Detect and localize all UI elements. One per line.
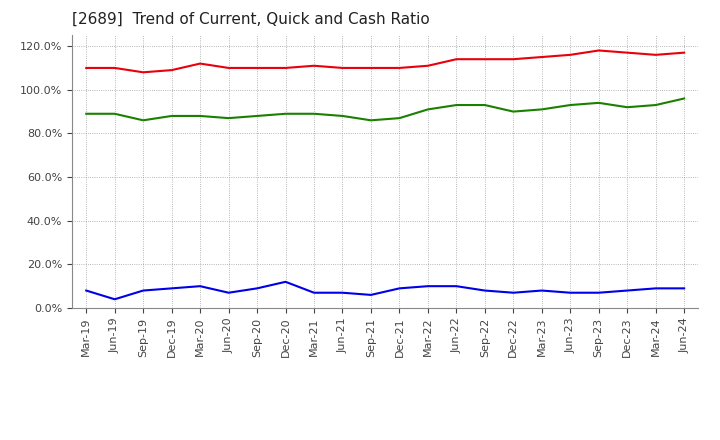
Current Ratio — [139, 70, 148, 75]
Quick Ratio — [680, 96, 688, 101]
Quick Ratio — [282, 111, 290, 117]
Cash Ratio — [480, 288, 489, 293]
Cash Ratio — [509, 290, 518, 295]
Current Ratio — [282, 65, 290, 70]
Line: Current Ratio: Current Ratio — [86, 51, 684, 72]
Current Ratio — [338, 65, 347, 70]
Quick Ratio — [110, 111, 119, 117]
Current Ratio — [310, 63, 318, 68]
Quick Ratio — [167, 114, 176, 119]
Cash Ratio — [82, 288, 91, 293]
Cash Ratio — [395, 286, 404, 291]
Cash Ratio — [566, 290, 575, 295]
Current Ratio — [225, 65, 233, 70]
Current Ratio — [423, 63, 432, 68]
Quick Ratio — [366, 117, 375, 123]
Line: Quick Ratio: Quick Ratio — [86, 99, 684, 120]
Quick Ratio — [253, 114, 261, 119]
Current Ratio — [509, 57, 518, 62]
Quick Ratio — [480, 103, 489, 108]
Quick Ratio — [338, 114, 347, 119]
Current Ratio — [395, 65, 404, 70]
Current Ratio — [566, 52, 575, 58]
Quick Ratio — [139, 117, 148, 123]
Current Ratio — [652, 52, 660, 58]
Quick Ratio — [566, 103, 575, 108]
Cash Ratio — [196, 283, 204, 289]
Current Ratio — [623, 50, 631, 55]
Cash Ratio — [652, 286, 660, 291]
Line: Cash Ratio: Cash Ratio — [86, 282, 684, 299]
Quick Ratio — [509, 109, 518, 114]
Cash Ratio — [167, 286, 176, 291]
Cash Ratio — [310, 290, 318, 295]
Cash Ratio — [452, 283, 461, 289]
Current Ratio — [253, 65, 261, 70]
Current Ratio — [452, 57, 461, 62]
Current Ratio — [196, 61, 204, 66]
Cash Ratio — [680, 286, 688, 291]
Quick Ratio — [395, 115, 404, 121]
Quick Ratio — [196, 114, 204, 119]
Cash Ratio — [253, 286, 261, 291]
Cash Ratio — [139, 288, 148, 293]
Quick Ratio — [310, 111, 318, 117]
Current Ratio — [537, 55, 546, 60]
Current Ratio — [167, 67, 176, 73]
Cash Ratio — [338, 290, 347, 295]
Current Ratio — [595, 48, 603, 53]
Current Ratio — [110, 65, 119, 70]
Current Ratio — [82, 65, 91, 70]
Cash Ratio — [623, 288, 631, 293]
Text: [2689]  Trend of Current, Quick and Cash Ratio: [2689] Trend of Current, Quick and Cash … — [72, 12, 430, 27]
Cash Ratio — [595, 290, 603, 295]
Quick Ratio — [82, 111, 91, 117]
Quick Ratio — [423, 107, 432, 112]
Cash Ratio — [225, 290, 233, 295]
Quick Ratio — [623, 105, 631, 110]
Quick Ratio — [652, 103, 660, 108]
Quick Ratio — [537, 107, 546, 112]
Cash Ratio — [423, 283, 432, 289]
Quick Ratio — [225, 115, 233, 121]
Quick Ratio — [595, 100, 603, 106]
Cash Ratio — [537, 288, 546, 293]
Current Ratio — [480, 57, 489, 62]
Cash Ratio — [366, 292, 375, 297]
Current Ratio — [366, 65, 375, 70]
Cash Ratio — [282, 279, 290, 284]
Quick Ratio — [452, 103, 461, 108]
Current Ratio — [680, 50, 688, 55]
Cash Ratio — [110, 297, 119, 302]
